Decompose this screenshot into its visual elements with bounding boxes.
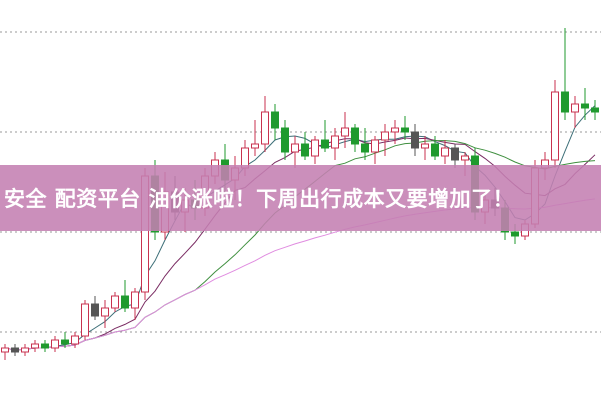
candle-up (31, 343, 39, 349)
candle-up (381, 131, 389, 141)
candle-down (431, 143, 439, 157)
candle-up (81, 303, 89, 337)
candle-down (11, 347, 19, 353)
candle-down (561, 91, 569, 113)
candle-up (1, 347, 9, 353)
headline-banner: 安全 配资平台 油价涨啦！下周出行成本又要增加了！ (0, 165, 601, 231)
candle-up (371, 139, 379, 153)
candle-up (261, 111, 269, 145)
candle-down (411, 131, 419, 149)
candle-down (91, 303, 99, 317)
candle-down (591, 107, 599, 113)
candle-up (461, 155, 469, 161)
candle-down (451, 147, 459, 161)
candle-down (121, 295, 129, 309)
candle-up (421, 143, 429, 149)
candle-down (301, 143, 309, 157)
candle-up (131, 291, 139, 309)
headline-text: 安全 配资平台 油价涨啦！下周出行成本又要增加了！ (4, 187, 515, 211)
candle-down (281, 127, 289, 153)
candle-down (351, 127, 359, 145)
candle-up (21, 347, 29, 353)
candle-up (251, 143, 259, 149)
candle-down (321, 139, 329, 149)
candle-up (571, 103, 579, 113)
candle-down (61, 339, 69, 345)
candle-down (271, 111, 279, 129)
candle-up (551, 91, 559, 161)
candle-up (291, 143, 299, 153)
candle-down (41, 343, 49, 349)
candle-up (341, 127, 349, 137)
candle-up (71, 335, 79, 345)
candle-up (101, 307, 109, 317)
candle-down (401, 127, 409, 133)
candle-down (361, 143, 369, 153)
candle-up (391, 127, 399, 133)
candle-up (441, 147, 449, 157)
candle-up (51, 339, 59, 349)
candle-down (581, 103, 589, 109)
candle-up (331, 135, 339, 149)
candle-up (111, 295, 119, 309)
candle-up (311, 139, 319, 157)
candle-down (511, 231, 519, 237)
